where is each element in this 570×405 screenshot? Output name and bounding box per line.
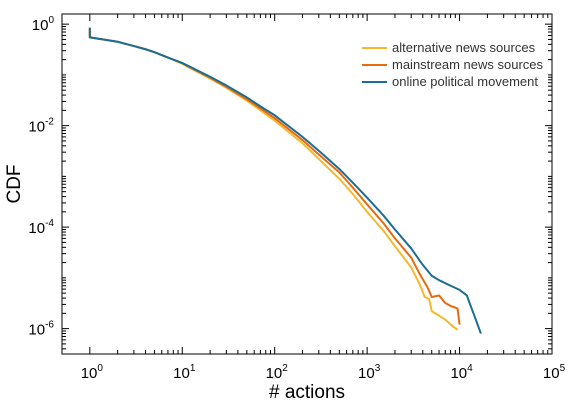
x-tick-label: 102	[266, 363, 289, 382]
x-tick-label-exponent: 3	[375, 363, 381, 374]
x-tick-label-exponent: 1	[190, 363, 196, 374]
y-tick-label-base: 10	[28, 322, 45, 339]
y-axis-label: CDF	[4, 164, 25, 203]
y-tick-label-base: 10	[32, 17, 49, 34]
y-tick-label-exponent: -4	[45, 218, 54, 229]
x-tick-label-base: 10	[358, 365, 375, 382]
x-tick-label-exponent: 4	[467, 363, 473, 374]
x-axis-label: # actions	[269, 382, 345, 403]
y-tick-label: 100	[32, 15, 55, 34]
ticks-layer	[62, 14, 553, 354]
x-tick-label-exponent: 2	[282, 363, 288, 374]
y-tick-label-exponent: 0	[48, 15, 54, 26]
y-tick-label-exponent: -2	[45, 117, 54, 128]
x-tick-label: 104	[450, 363, 473, 382]
legend-label-3: online political movement	[392, 74, 538, 89]
x-tick-label-base: 10	[450, 365, 467, 382]
x-tick-label-base: 10	[543, 365, 560, 382]
series-line-3	[88, 27, 482, 334]
x-tick-label-base: 10	[173, 365, 190, 382]
series-line-2	[88, 27, 461, 325]
legend: alternative news sources mainstream news …	[362, 40, 543, 89]
y-tick-label: 10-4	[28, 218, 54, 237]
x-tick-label: 103	[358, 363, 381, 382]
x-tick-label-base: 10	[81, 365, 98, 382]
y-tick-label-exponent: -6	[45, 320, 54, 331]
x-tick-label-base: 10	[266, 365, 283, 382]
x-tick-label: 105	[543, 363, 566, 382]
legend-label-1: alternative news sources	[392, 40, 536, 55]
series-layer	[88, 27, 482, 334]
x-tick-label-exponent: 5	[560, 363, 566, 374]
legend-label-2: mainstream news sources	[392, 57, 543, 72]
y-tick-label: 10-2	[28, 117, 54, 136]
x-tick-label: 100	[81, 363, 104, 382]
y-tick-label-base: 10	[28, 119, 45, 136]
y-tick-label-base: 10	[28, 220, 45, 237]
x-tick-label-exponent: 0	[97, 363, 103, 374]
x-tick-label: 101	[173, 363, 196, 382]
y-tick-label: 10-6	[28, 320, 54, 339]
